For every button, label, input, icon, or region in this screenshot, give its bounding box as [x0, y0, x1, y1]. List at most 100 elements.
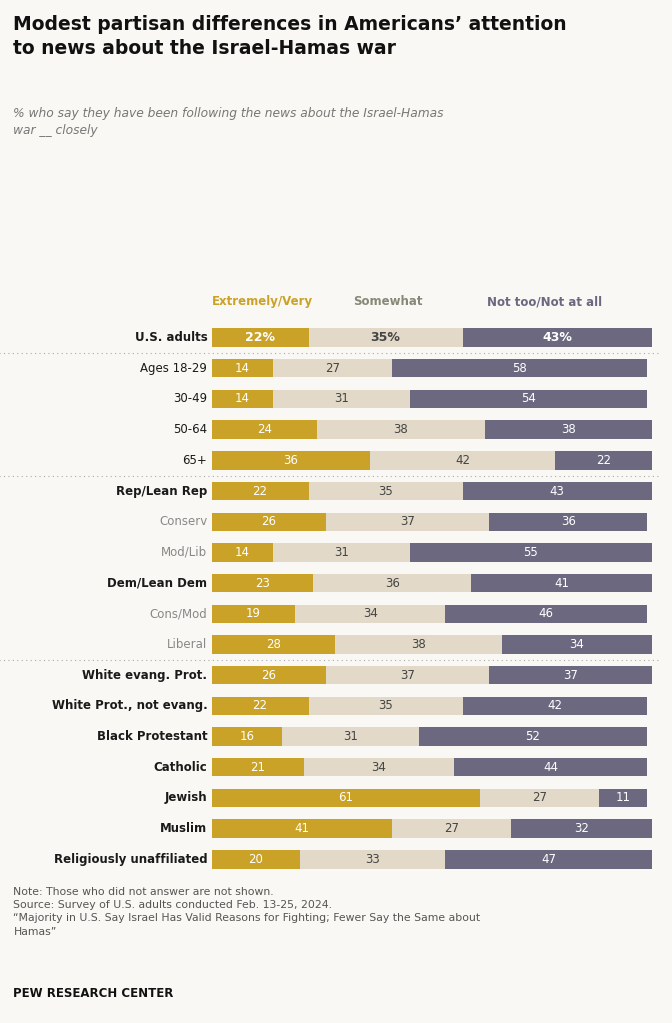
Text: Dem/Lean Dem: Dem/Lean Dem	[108, 577, 207, 589]
Text: Not too/Not at all: Not too/Not at all	[487, 296, 602, 308]
Text: Catholic: Catholic	[153, 761, 207, 773]
Bar	[212, 543, 274, 562]
Bar	[212, 666, 326, 684]
Text: 27: 27	[444, 822, 459, 835]
Text: 35%: 35%	[370, 331, 401, 344]
Text: 52: 52	[526, 730, 540, 743]
Text: 46: 46	[539, 608, 554, 620]
Text: 65+: 65+	[183, 454, 207, 466]
Bar	[274, 543, 410, 562]
Text: Black Protestant: Black Protestant	[97, 730, 207, 743]
Text: Modest partisan differences in Americans’ attention
to news about the Israel-Ham: Modest partisan differences in Americans…	[13, 15, 567, 58]
Bar	[212, 359, 274, 377]
Bar	[212, 513, 326, 531]
Bar	[462, 482, 652, 500]
Text: 38: 38	[411, 638, 426, 651]
Bar	[212, 727, 282, 746]
Bar	[462, 697, 647, 715]
Bar	[317, 420, 485, 439]
Bar	[212, 605, 295, 623]
Text: % who say they have been following the news about the Israel-Hamas
war __ closel: % who say they have been following the n…	[13, 107, 444, 137]
Text: 23: 23	[255, 577, 269, 589]
Text: 36: 36	[384, 577, 400, 589]
Bar	[212, 420, 317, 439]
Text: 22: 22	[253, 700, 267, 712]
Text: 33: 33	[365, 853, 380, 865]
Bar	[212, 789, 480, 807]
Text: Somewhat: Somewhat	[353, 296, 422, 308]
Text: 43: 43	[550, 485, 564, 497]
Bar	[502, 635, 652, 654]
Bar	[300, 850, 445, 869]
Bar	[212, 819, 392, 838]
Text: 22: 22	[253, 485, 267, 497]
Text: 30-49: 30-49	[173, 393, 207, 405]
Bar	[212, 697, 308, 715]
Bar	[445, 605, 647, 623]
Text: 34: 34	[570, 638, 585, 651]
Bar	[212, 758, 304, 776]
Bar	[212, 482, 308, 500]
Text: Note: Those who did not answer are not shown.
Source: Survey of U.S. adults cond: Note: Those who did not answer are not s…	[13, 887, 480, 936]
Text: 36: 36	[284, 454, 298, 466]
Text: 27: 27	[325, 362, 340, 374]
Text: 20: 20	[248, 853, 263, 865]
Text: 22: 22	[596, 454, 611, 466]
Text: Jewish: Jewish	[165, 792, 207, 804]
Text: 19: 19	[246, 608, 261, 620]
Text: 31: 31	[334, 393, 349, 405]
Text: Liberal: Liberal	[167, 638, 207, 651]
Bar	[480, 789, 599, 807]
Bar	[308, 482, 462, 500]
Text: 26: 26	[261, 669, 276, 681]
Bar	[212, 850, 300, 869]
Text: 61: 61	[339, 792, 353, 804]
Text: 50-64: 50-64	[173, 424, 207, 436]
Text: 41: 41	[294, 822, 309, 835]
Bar	[471, 574, 652, 592]
Bar	[445, 850, 652, 869]
Bar	[511, 819, 652, 838]
Text: 34: 34	[372, 761, 386, 773]
Bar	[326, 666, 489, 684]
Text: 16: 16	[239, 730, 255, 743]
Text: 54: 54	[521, 393, 536, 405]
Bar	[274, 359, 392, 377]
Text: 28: 28	[266, 638, 281, 651]
Text: 37: 37	[400, 669, 415, 681]
Bar	[370, 451, 555, 470]
Text: 24: 24	[257, 424, 272, 436]
Text: 58: 58	[513, 362, 527, 374]
Text: 31: 31	[343, 730, 358, 743]
Text: Rep/Lean Rep: Rep/Lean Rep	[116, 485, 207, 497]
Text: 14: 14	[235, 393, 250, 405]
Text: Conserv: Conserv	[159, 516, 207, 528]
Bar	[555, 451, 652, 470]
Bar	[326, 513, 489, 531]
Text: 22%: 22%	[245, 331, 275, 344]
Text: 36: 36	[560, 516, 576, 528]
Bar	[410, 390, 647, 408]
Bar	[599, 789, 647, 807]
Bar	[489, 513, 647, 531]
Bar	[308, 328, 462, 347]
Text: 11: 11	[616, 792, 631, 804]
Text: PEW RESEARCH CENTER: PEW RESEARCH CENTER	[13, 987, 174, 1000]
Bar	[410, 543, 652, 562]
Text: U.S. adults: U.S. adults	[134, 331, 207, 344]
Text: 14: 14	[235, 362, 250, 374]
Bar	[335, 635, 502, 654]
Bar	[454, 758, 647, 776]
Text: Religiously unaffiliated: Religiously unaffiliated	[54, 853, 207, 865]
Text: 38: 38	[394, 424, 409, 436]
Bar	[485, 420, 652, 439]
Bar	[462, 328, 652, 347]
Bar	[489, 666, 652, 684]
Text: 34: 34	[363, 608, 378, 620]
Bar	[419, 727, 647, 746]
Bar	[212, 390, 274, 408]
Text: 14: 14	[235, 546, 250, 559]
Bar	[304, 758, 454, 776]
Text: 26: 26	[261, 516, 276, 528]
Text: 21: 21	[251, 761, 265, 773]
